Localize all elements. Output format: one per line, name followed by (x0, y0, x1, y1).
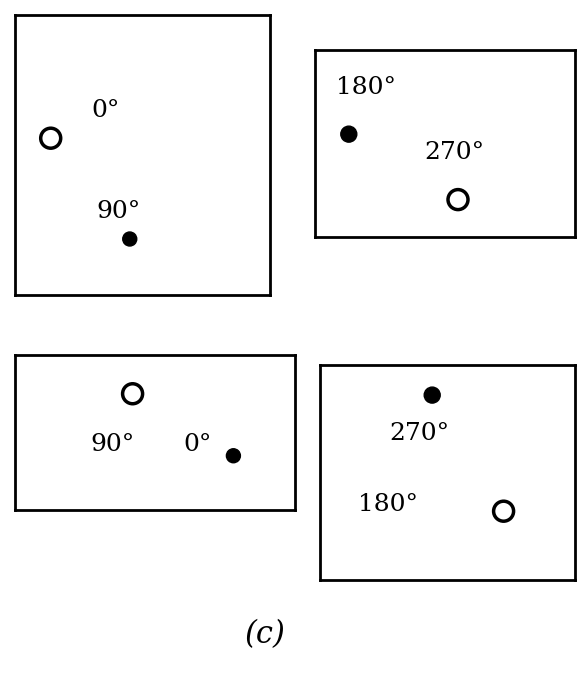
Text: 270°: 270° (389, 423, 449, 446)
Ellipse shape (341, 126, 357, 142)
Ellipse shape (226, 449, 240, 463)
Text: 90°: 90° (91, 433, 135, 456)
Ellipse shape (123, 232, 137, 246)
Ellipse shape (424, 387, 440, 403)
Text: 90°: 90° (96, 200, 141, 222)
Text: 270°: 270° (424, 142, 485, 164)
Text: (c): (c) (245, 619, 285, 650)
Text: 180°: 180° (336, 76, 396, 99)
Text: 0°: 0° (183, 433, 211, 456)
Text: 0°: 0° (92, 98, 120, 122)
Text: 180°: 180° (358, 493, 418, 516)
